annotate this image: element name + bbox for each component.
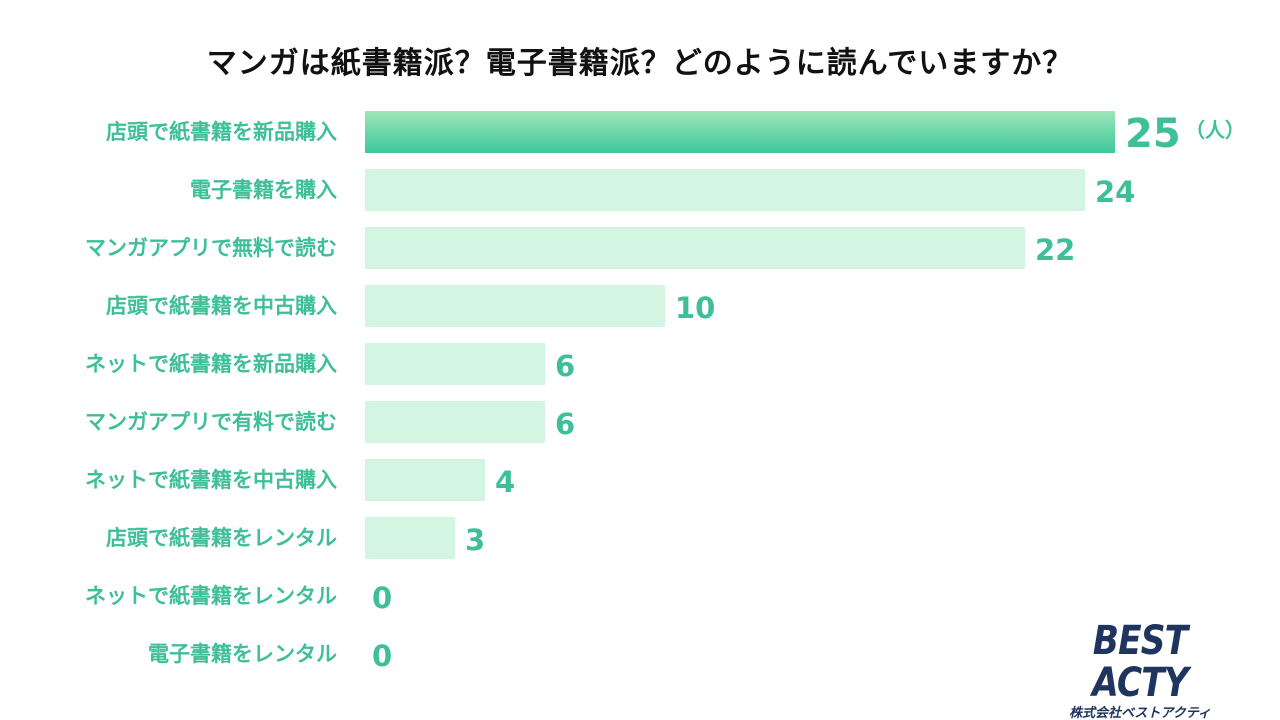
logo-name: BEST ACTY bbox=[1092, 618, 1189, 706]
category-label: ネットで紙書籍を中古購入 bbox=[85, 468, 337, 492]
bar bbox=[365, 343, 545, 385]
value-label: 22 bbox=[1035, 233, 1075, 267]
category-label: マンガアプリで有料で読む bbox=[85, 410, 337, 434]
category-label: ネットで紙書籍を新品購入 bbox=[85, 352, 337, 376]
unit-label: （人） bbox=[1185, 118, 1245, 142]
category-label: マンガアプリで無料で読む bbox=[85, 236, 337, 260]
value-label: 3 bbox=[465, 523, 485, 557]
bar bbox=[365, 517, 455, 559]
category-label: 電子書籍をレンタル bbox=[148, 642, 337, 666]
value-label: 6 bbox=[555, 349, 575, 383]
company-logo: BEST ACTY 株式会社ベストアクティ bbox=[1040, 620, 1240, 720]
bar bbox=[365, 401, 545, 443]
value-label: 24 bbox=[1095, 175, 1135, 209]
bar bbox=[365, 111, 1115, 153]
value-label: 25 bbox=[1125, 111, 1181, 157]
category-label: ネットで紙書籍をレンタル bbox=[85, 584, 337, 608]
bar bbox=[365, 227, 1025, 269]
category-label: 店頭で紙書籍を新品購入 bbox=[106, 120, 337, 144]
bar bbox=[365, 459, 485, 501]
bar bbox=[365, 169, 1085, 211]
value-label: 0 bbox=[372, 581, 392, 615]
bar bbox=[365, 285, 665, 327]
logo-subtitle: 株式会社ベストアクティ bbox=[1069, 706, 1211, 720]
value-label: 6 bbox=[555, 407, 575, 441]
category-label: 電子書籍を購入 bbox=[190, 178, 337, 202]
category-label: 店頭で紙書籍をレンタル bbox=[106, 526, 337, 550]
bars-group: 店頭で紙書籍を新品購入 25 （人） 電子書籍を購入 24 マンガアプリで無料で読む 22 店… bbox=[85, 111, 1245, 673]
value-label: 4 bbox=[495, 465, 515, 499]
category-label: 店頭で紙書籍を中古購入 bbox=[106, 294, 337, 318]
chart-title: マンガは紙書籍派？電子書籍派？どのように読んでいますか？ bbox=[206, 46, 1074, 81]
value-label: 0 bbox=[372, 639, 392, 673]
value-label: 10 bbox=[675, 291, 715, 325]
